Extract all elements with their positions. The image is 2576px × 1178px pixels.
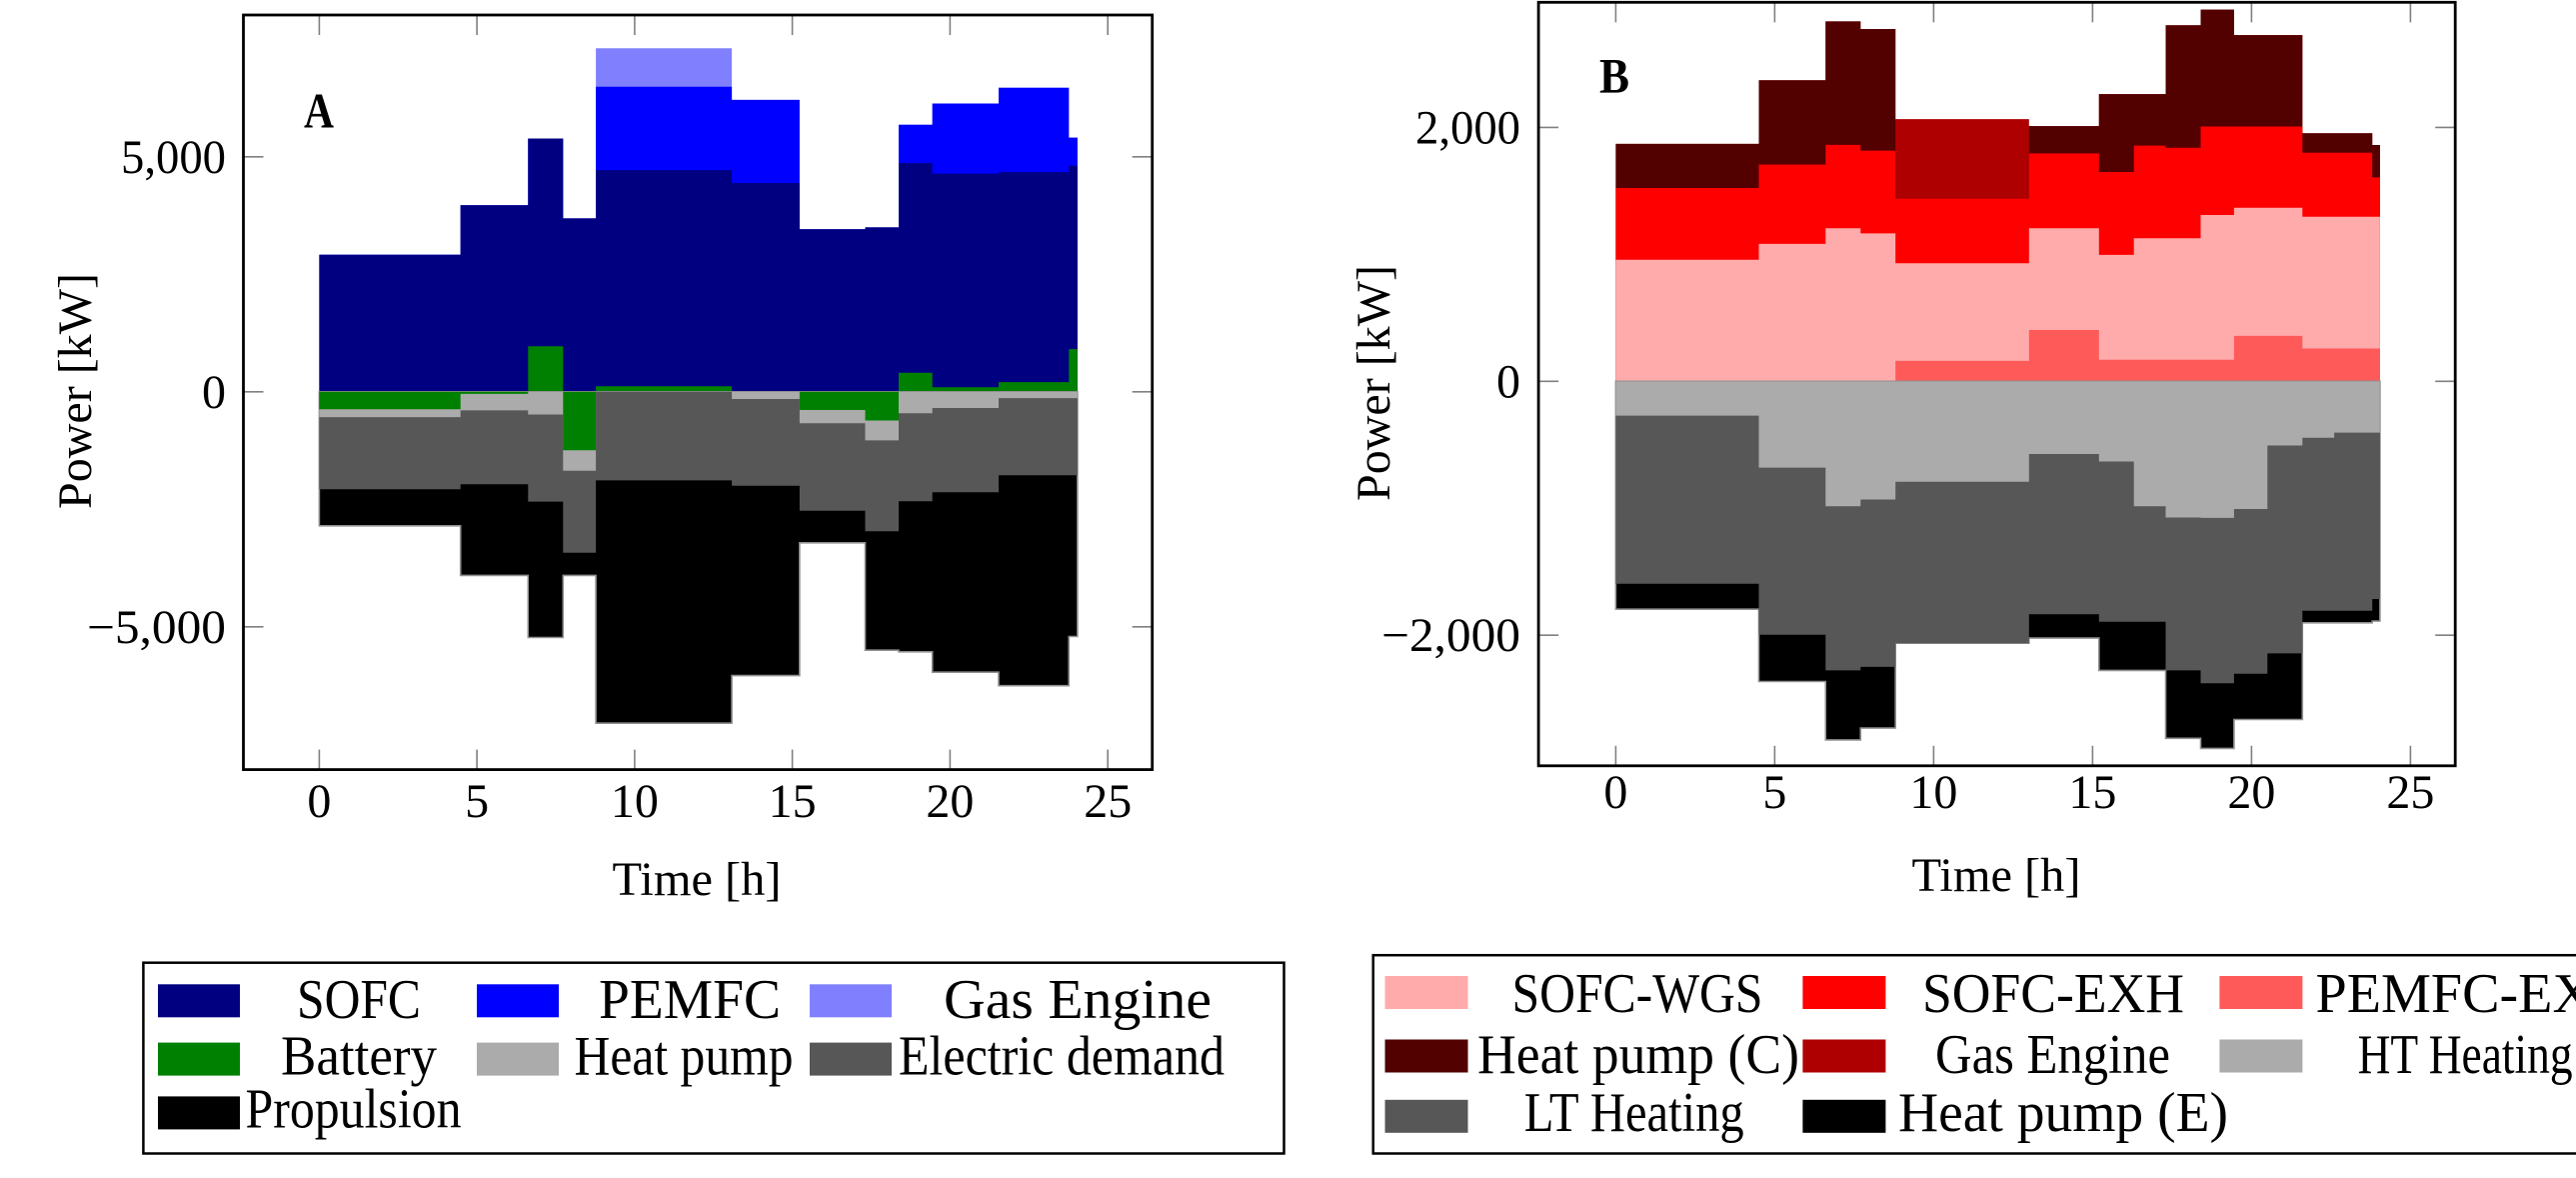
svg-text:HT Heating: HT Heating (2358, 1024, 2573, 1086)
svg-text:B: B (1599, 47, 1629, 103)
svg-text:Power [kW]: Power [kW] (49, 273, 102, 509)
svg-text:15: 15 (2068, 766, 2116, 819)
svg-text:Heat pump (C): Heat pump (C) (1477, 1024, 1799, 1086)
svg-text:A: A (304, 82, 334, 138)
svg-text:0: 0 (1496, 355, 1520, 408)
svg-text:15: 15 (769, 775, 817, 828)
svg-text:Heat pump (E): Heat pump (E) (1898, 1082, 2228, 1144)
svg-text:Gas Engine: Gas Engine (1935, 1024, 2170, 1086)
svg-text:Gas Engine: Gas Engine (944, 969, 1212, 1031)
svg-text:SOFC-WGS: SOFC-WGS (1512, 963, 1763, 1025)
svg-text:5: 5 (465, 775, 489, 828)
svg-text:Time [h]: Time [h] (613, 853, 782, 906)
svg-text:Power [kW]: Power [kW] (1347, 265, 1400, 501)
svg-text:LT Heating: LT Heating (1524, 1082, 1744, 1144)
svg-text:5: 5 (1762, 766, 1786, 819)
svg-text:Electric demand: Electric demand (899, 1025, 1225, 1087)
svg-text:Battery: Battery (281, 1025, 437, 1087)
svg-text:20: 20 (2227, 766, 2275, 819)
svg-text:10: 10 (1909, 766, 1957, 819)
svg-text:Time [h]: Time [h] (1912, 849, 2081, 902)
svg-text:Propulsion: Propulsion (246, 1079, 462, 1141)
svg-text:0: 0 (307, 775, 331, 828)
svg-text:0: 0 (1603, 766, 1627, 819)
svg-text:5,000: 5,000 (121, 131, 226, 184)
svg-text:10: 10 (611, 775, 659, 828)
svg-text:0: 0 (202, 366, 226, 419)
svg-text:SOFC: SOFC (297, 969, 421, 1031)
svg-text:−2,000: −2,000 (1381, 609, 1520, 662)
svg-text:2,000: 2,000 (1415, 101, 1520, 154)
svg-text:Heat pump: Heat pump (575, 1025, 794, 1087)
svg-text:SOFC-EXH: SOFC-EXH (1922, 963, 2184, 1025)
svg-text:−5,000: −5,000 (87, 601, 226, 654)
svg-text:25: 25 (2386, 766, 2434, 819)
svg-text:PEMFC: PEMFC (599, 969, 781, 1031)
svg-text:20: 20 (926, 775, 974, 828)
svg-text:PEMFC-EXH: PEMFC-EXH (2316, 963, 2576, 1025)
svg-text:25: 25 (1084, 775, 1132, 828)
